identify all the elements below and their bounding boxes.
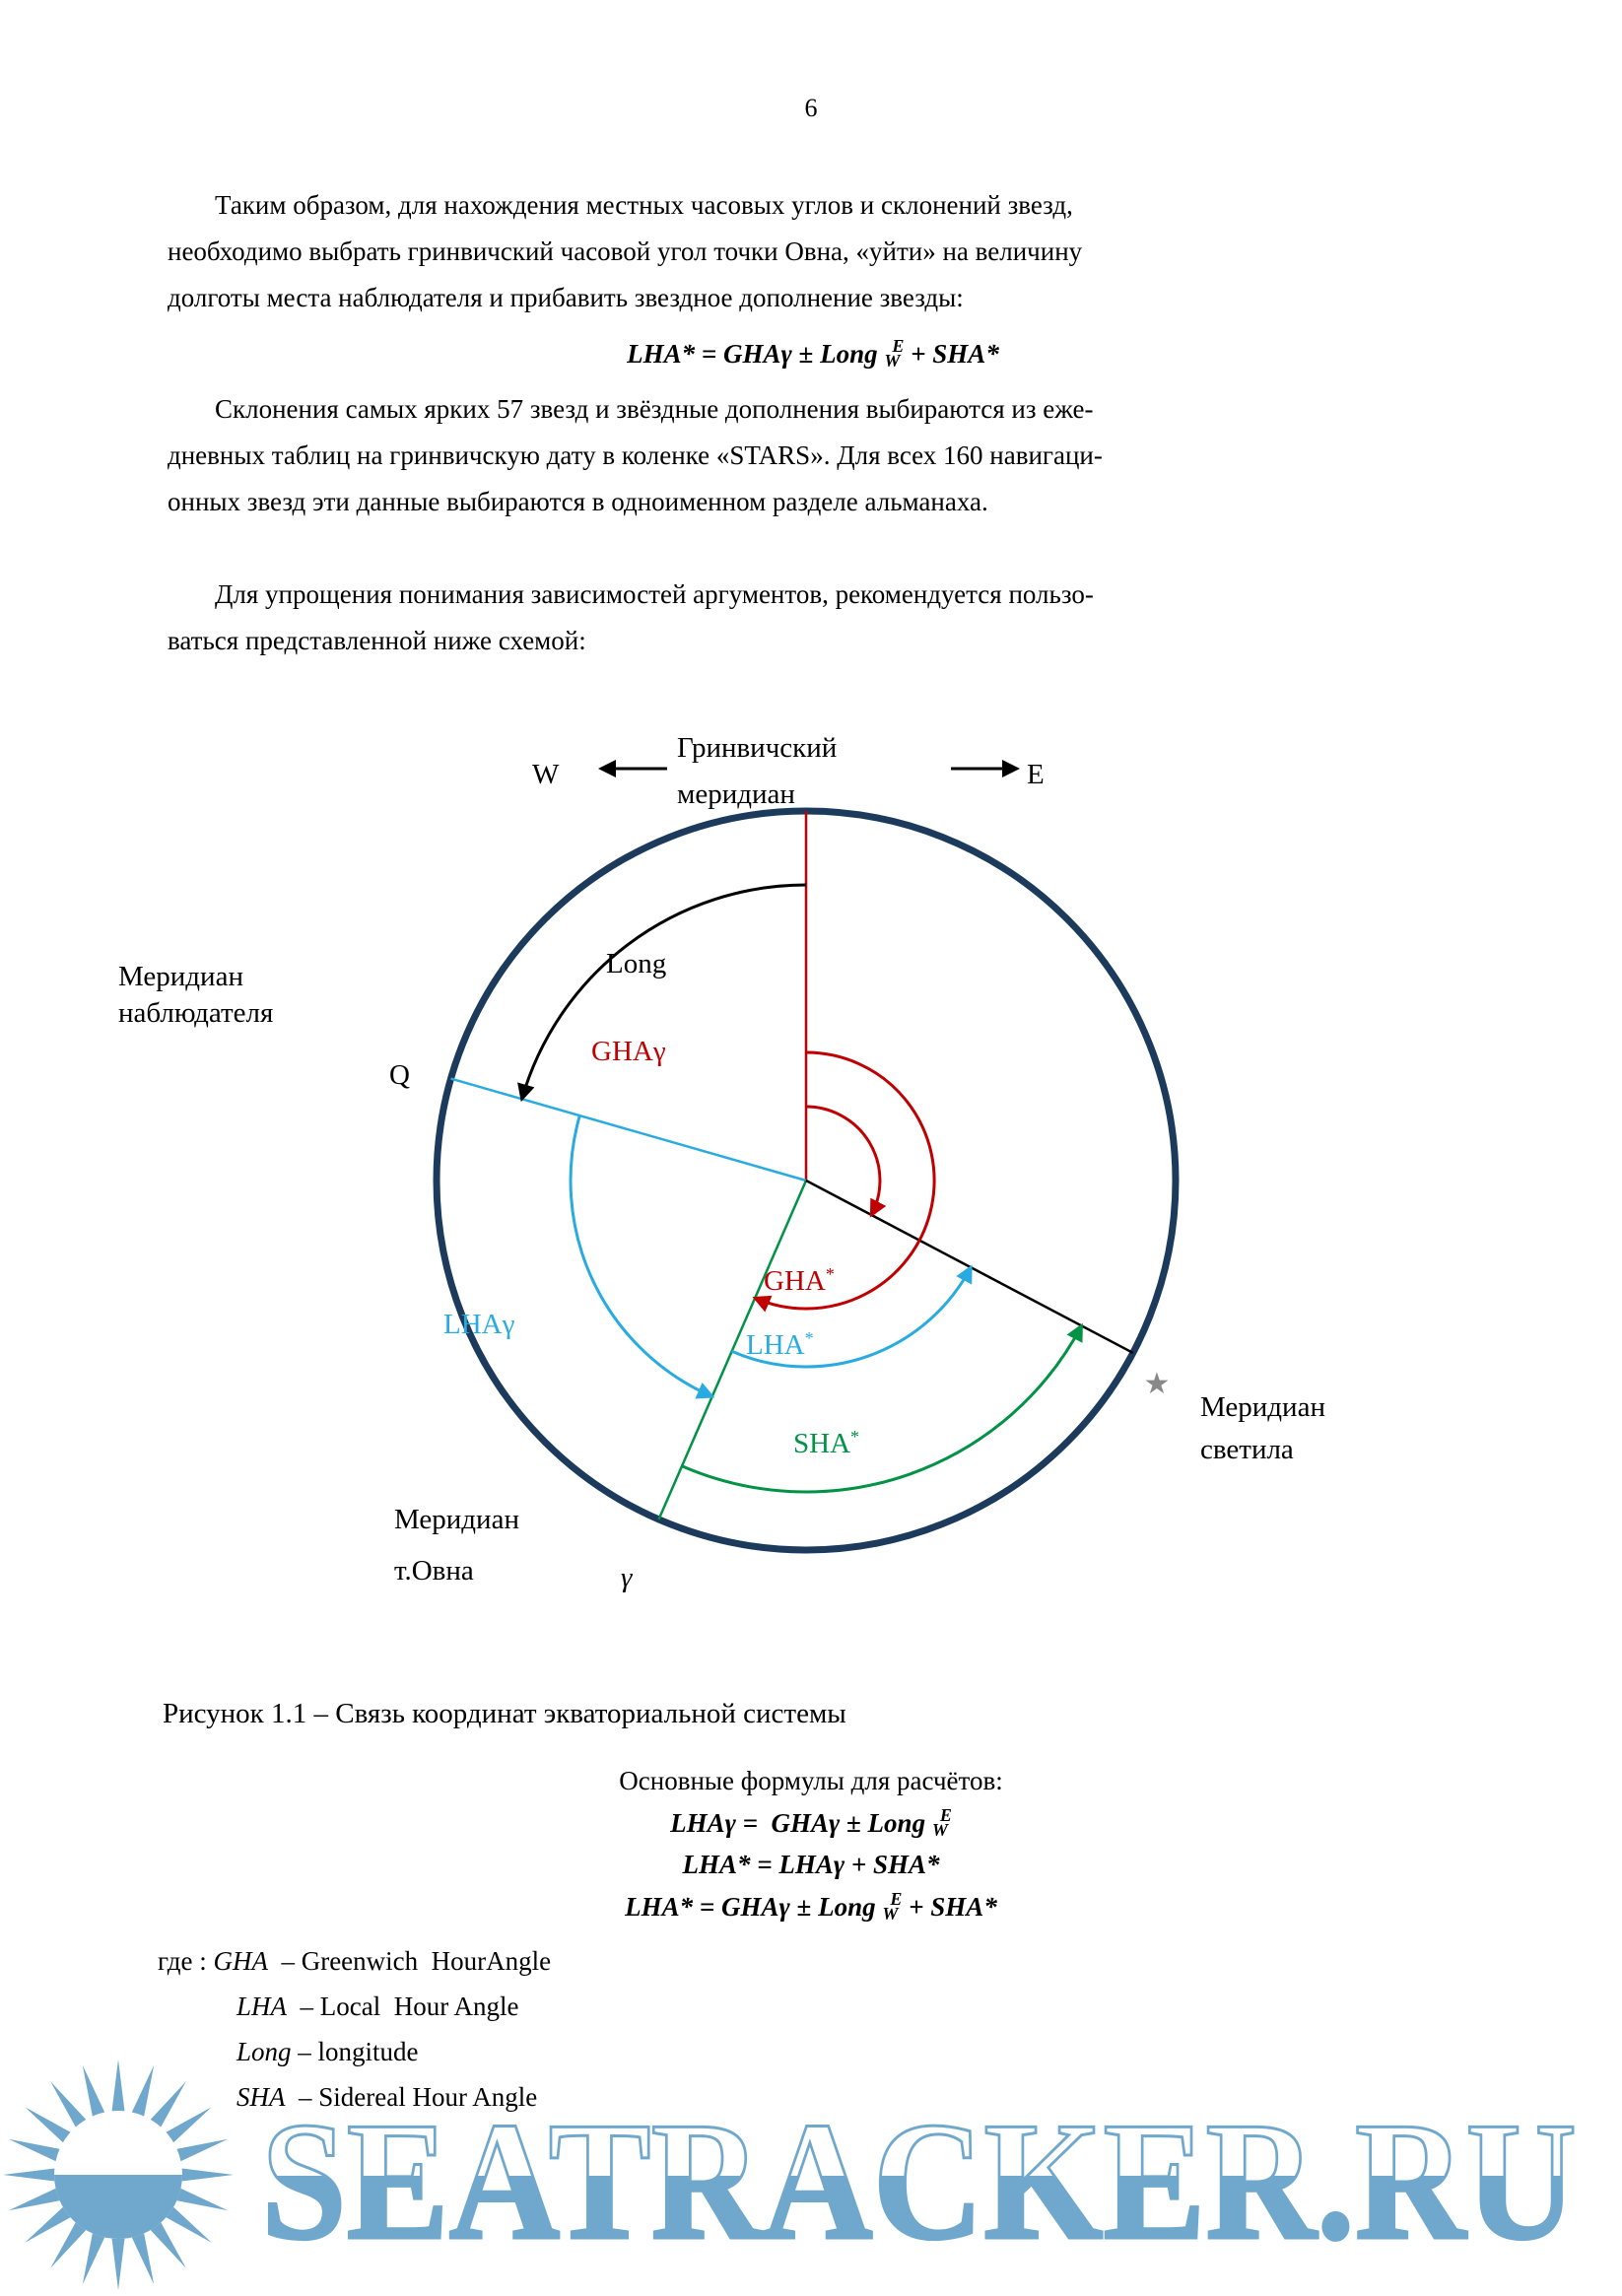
- svg-text:меридиан: меридиан: [677, 778, 795, 810]
- svg-text:LHA*: LHA*: [746, 1328, 814, 1361]
- svg-text:Меридиан: Меридиан: [394, 1504, 519, 1535]
- svg-text:Q: Q: [389, 1059, 410, 1091]
- svg-text:★: ★: [1144, 1368, 1171, 1400]
- svg-text:Long: Long: [606, 948, 666, 979]
- svg-text:Меридиан: Меридиан: [118, 961, 243, 992]
- svg-text:наблюдателя: наблюдателя: [118, 997, 273, 1029]
- svg-text:т.Овна: т.Овна: [394, 1555, 474, 1587]
- svg-text:SHA*: SHA*: [793, 1427, 859, 1459]
- svg-text:светила: светила: [1200, 1434, 1294, 1465]
- svg-text:LHAγ: LHAγ: [443, 1309, 515, 1340]
- svg-text:Рисунок 1.1 – Связь координат: Рисунок 1.1 – Связь координат экваториал…: [163, 1698, 846, 1729]
- svg-text:Гринвичский: Гринвичский: [677, 732, 837, 764]
- svg-text:GHAγ: GHAγ: [591, 1036, 666, 1067]
- svg-text:γ: γ: [621, 1562, 634, 1593]
- svg-text:GHA*: GHA*: [764, 1264, 835, 1297]
- svg-text:Меридиан: Меридиан: [1200, 1391, 1325, 1423]
- svg-text:E: E: [1027, 759, 1045, 790]
- svg-text:W: W: [532, 759, 560, 790]
